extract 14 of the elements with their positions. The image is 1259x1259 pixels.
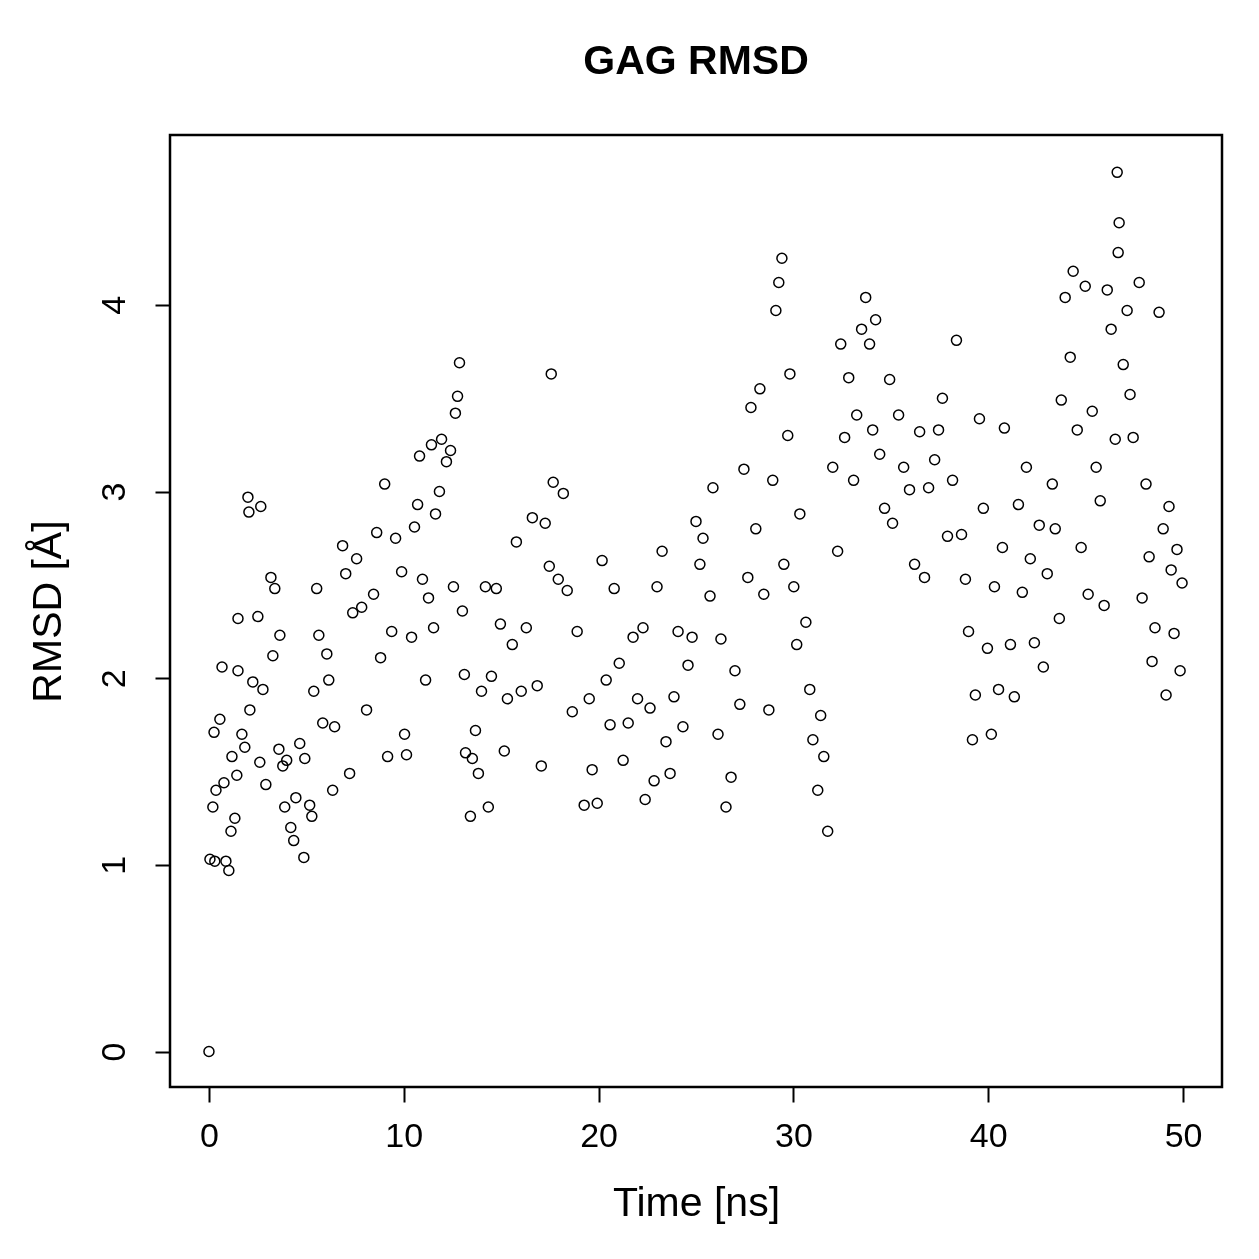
- y-tick-label: 0: [93, 1042, 132, 1062]
- x-tick-label: 30: [774, 1115, 813, 1154]
- chart-title: GAG RMSD: [583, 37, 809, 83]
- x-axis-title: Time [ns]: [612, 1178, 781, 1225]
- x-tick-label: 20: [580, 1115, 619, 1154]
- y-tick-label: 3: [93, 482, 132, 502]
- y-tick-label: 1: [93, 855, 132, 875]
- y-axis-title: RMSD [Å]: [23, 520, 70, 703]
- y-tick-label: 2: [93, 669, 132, 689]
- x-tick-label: 0: [200, 1115, 219, 1154]
- x-tick-label: 50: [1164, 1115, 1203, 1154]
- x-tick-label: 40: [969, 1115, 1008, 1154]
- x-tick-label: 10: [385, 1115, 424, 1154]
- y-tick-label: 4: [93, 295, 132, 315]
